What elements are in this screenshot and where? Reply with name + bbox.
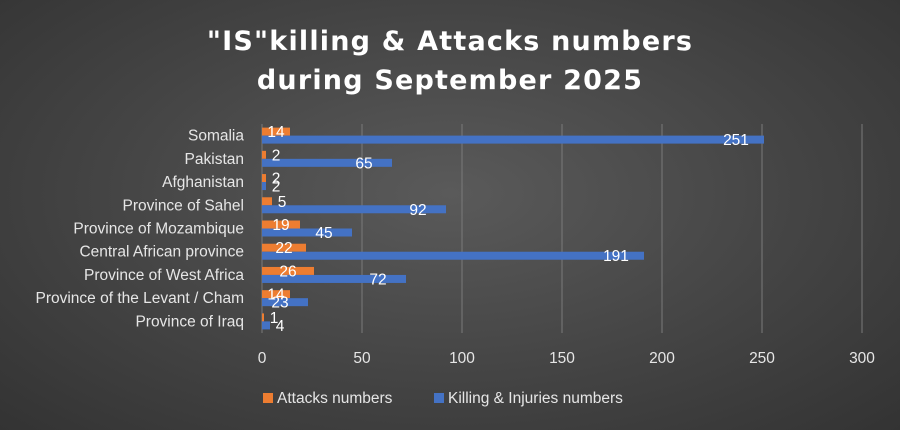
x-tick-label: 0 xyxy=(258,350,267,367)
killing-value-label: 72 xyxy=(369,271,386,288)
attacks-bar xyxy=(262,197,272,206)
killing-bar xyxy=(262,158,392,167)
killing-value-label: 23 xyxy=(271,295,288,312)
attacks-value-label: 14 xyxy=(267,124,285,141)
attacks-value-label: 2 xyxy=(272,171,281,188)
bars xyxy=(262,127,764,330)
x-tick-label: 300 xyxy=(849,350,875,367)
killing-bar xyxy=(262,274,406,283)
category-label: Province of Mozambique xyxy=(73,221,244,238)
category-label: Central African province xyxy=(79,244,244,261)
attacks-value-label: 19 xyxy=(272,217,289,234)
killing-value-label: 4 xyxy=(276,318,285,335)
legend-swatch-attacks xyxy=(263,393,273,403)
killing-bar xyxy=(262,251,644,260)
category-label: Province of West Africa xyxy=(84,267,244,284)
attacks-bar xyxy=(262,127,290,136)
legend-label-attacks: Attacks numbers xyxy=(277,390,393,407)
category-label: Somalia xyxy=(188,128,244,145)
killing-value-label: 92 xyxy=(409,202,426,219)
attacks-value-label: 14 xyxy=(267,287,285,304)
category-label: Afghanistan xyxy=(162,174,244,191)
x-tick-label: 150 xyxy=(549,350,575,367)
legend-swatch-killing xyxy=(434,393,444,403)
killing-bar xyxy=(262,321,270,330)
killing-bar xyxy=(262,298,308,307)
attacks-bar xyxy=(262,266,314,275)
killing-value-label: 65 xyxy=(355,155,372,172)
killing-bar xyxy=(262,135,764,144)
killing-bar xyxy=(262,205,446,214)
killing-value-label: 2 xyxy=(272,179,281,196)
attacks-value-label: 2 xyxy=(272,147,281,164)
x-tick-label: 100 xyxy=(449,350,475,367)
x-tick-label: 250 xyxy=(749,350,775,367)
legend-label-killing: Killing & Injuries numbers xyxy=(448,390,623,407)
attacks-value-label: 22 xyxy=(275,240,292,257)
chart-title-line-1: "IS"killing & Attacks numbers xyxy=(207,26,693,57)
attacks-bar xyxy=(262,290,290,299)
attacks-bar xyxy=(262,150,266,159)
attacks-bar xyxy=(262,174,266,183)
x-tick-label: 200 xyxy=(649,350,675,367)
x-axis-ticks: 0 50 100 150 200 250 300 xyxy=(258,350,876,367)
attacks-bar xyxy=(262,220,300,229)
category-label: Province of Iraq xyxy=(135,313,244,330)
legend: Attacks numbers Killing & Injuries number… xyxy=(263,390,623,407)
killing-value-label: 251 xyxy=(723,132,749,149)
killing-value-label: 45 xyxy=(315,225,332,242)
attacks-value-label: 26 xyxy=(279,263,296,280)
category-labels: Somalia Pakistan Afghanistan Province of Sa… xyxy=(35,128,244,331)
x-tick-label: 50 xyxy=(353,350,371,367)
category-label: Pakistan xyxy=(185,151,244,168)
category-label: Province of the Levant / Cham xyxy=(35,290,244,307)
attacks-value-label: 5 xyxy=(278,194,287,211)
category-label: Province of Sahel xyxy=(123,197,245,214)
attacks-bar xyxy=(262,243,306,252)
killing-bar xyxy=(262,228,352,237)
killing-value-label: 191 xyxy=(603,248,629,265)
chart-title-line-2: during September 2025 xyxy=(257,65,643,96)
attacks-value-label: 1 xyxy=(270,310,279,327)
attacks-bar xyxy=(262,313,264,322)
killing-bar xyxy=(262,182,266,191)
